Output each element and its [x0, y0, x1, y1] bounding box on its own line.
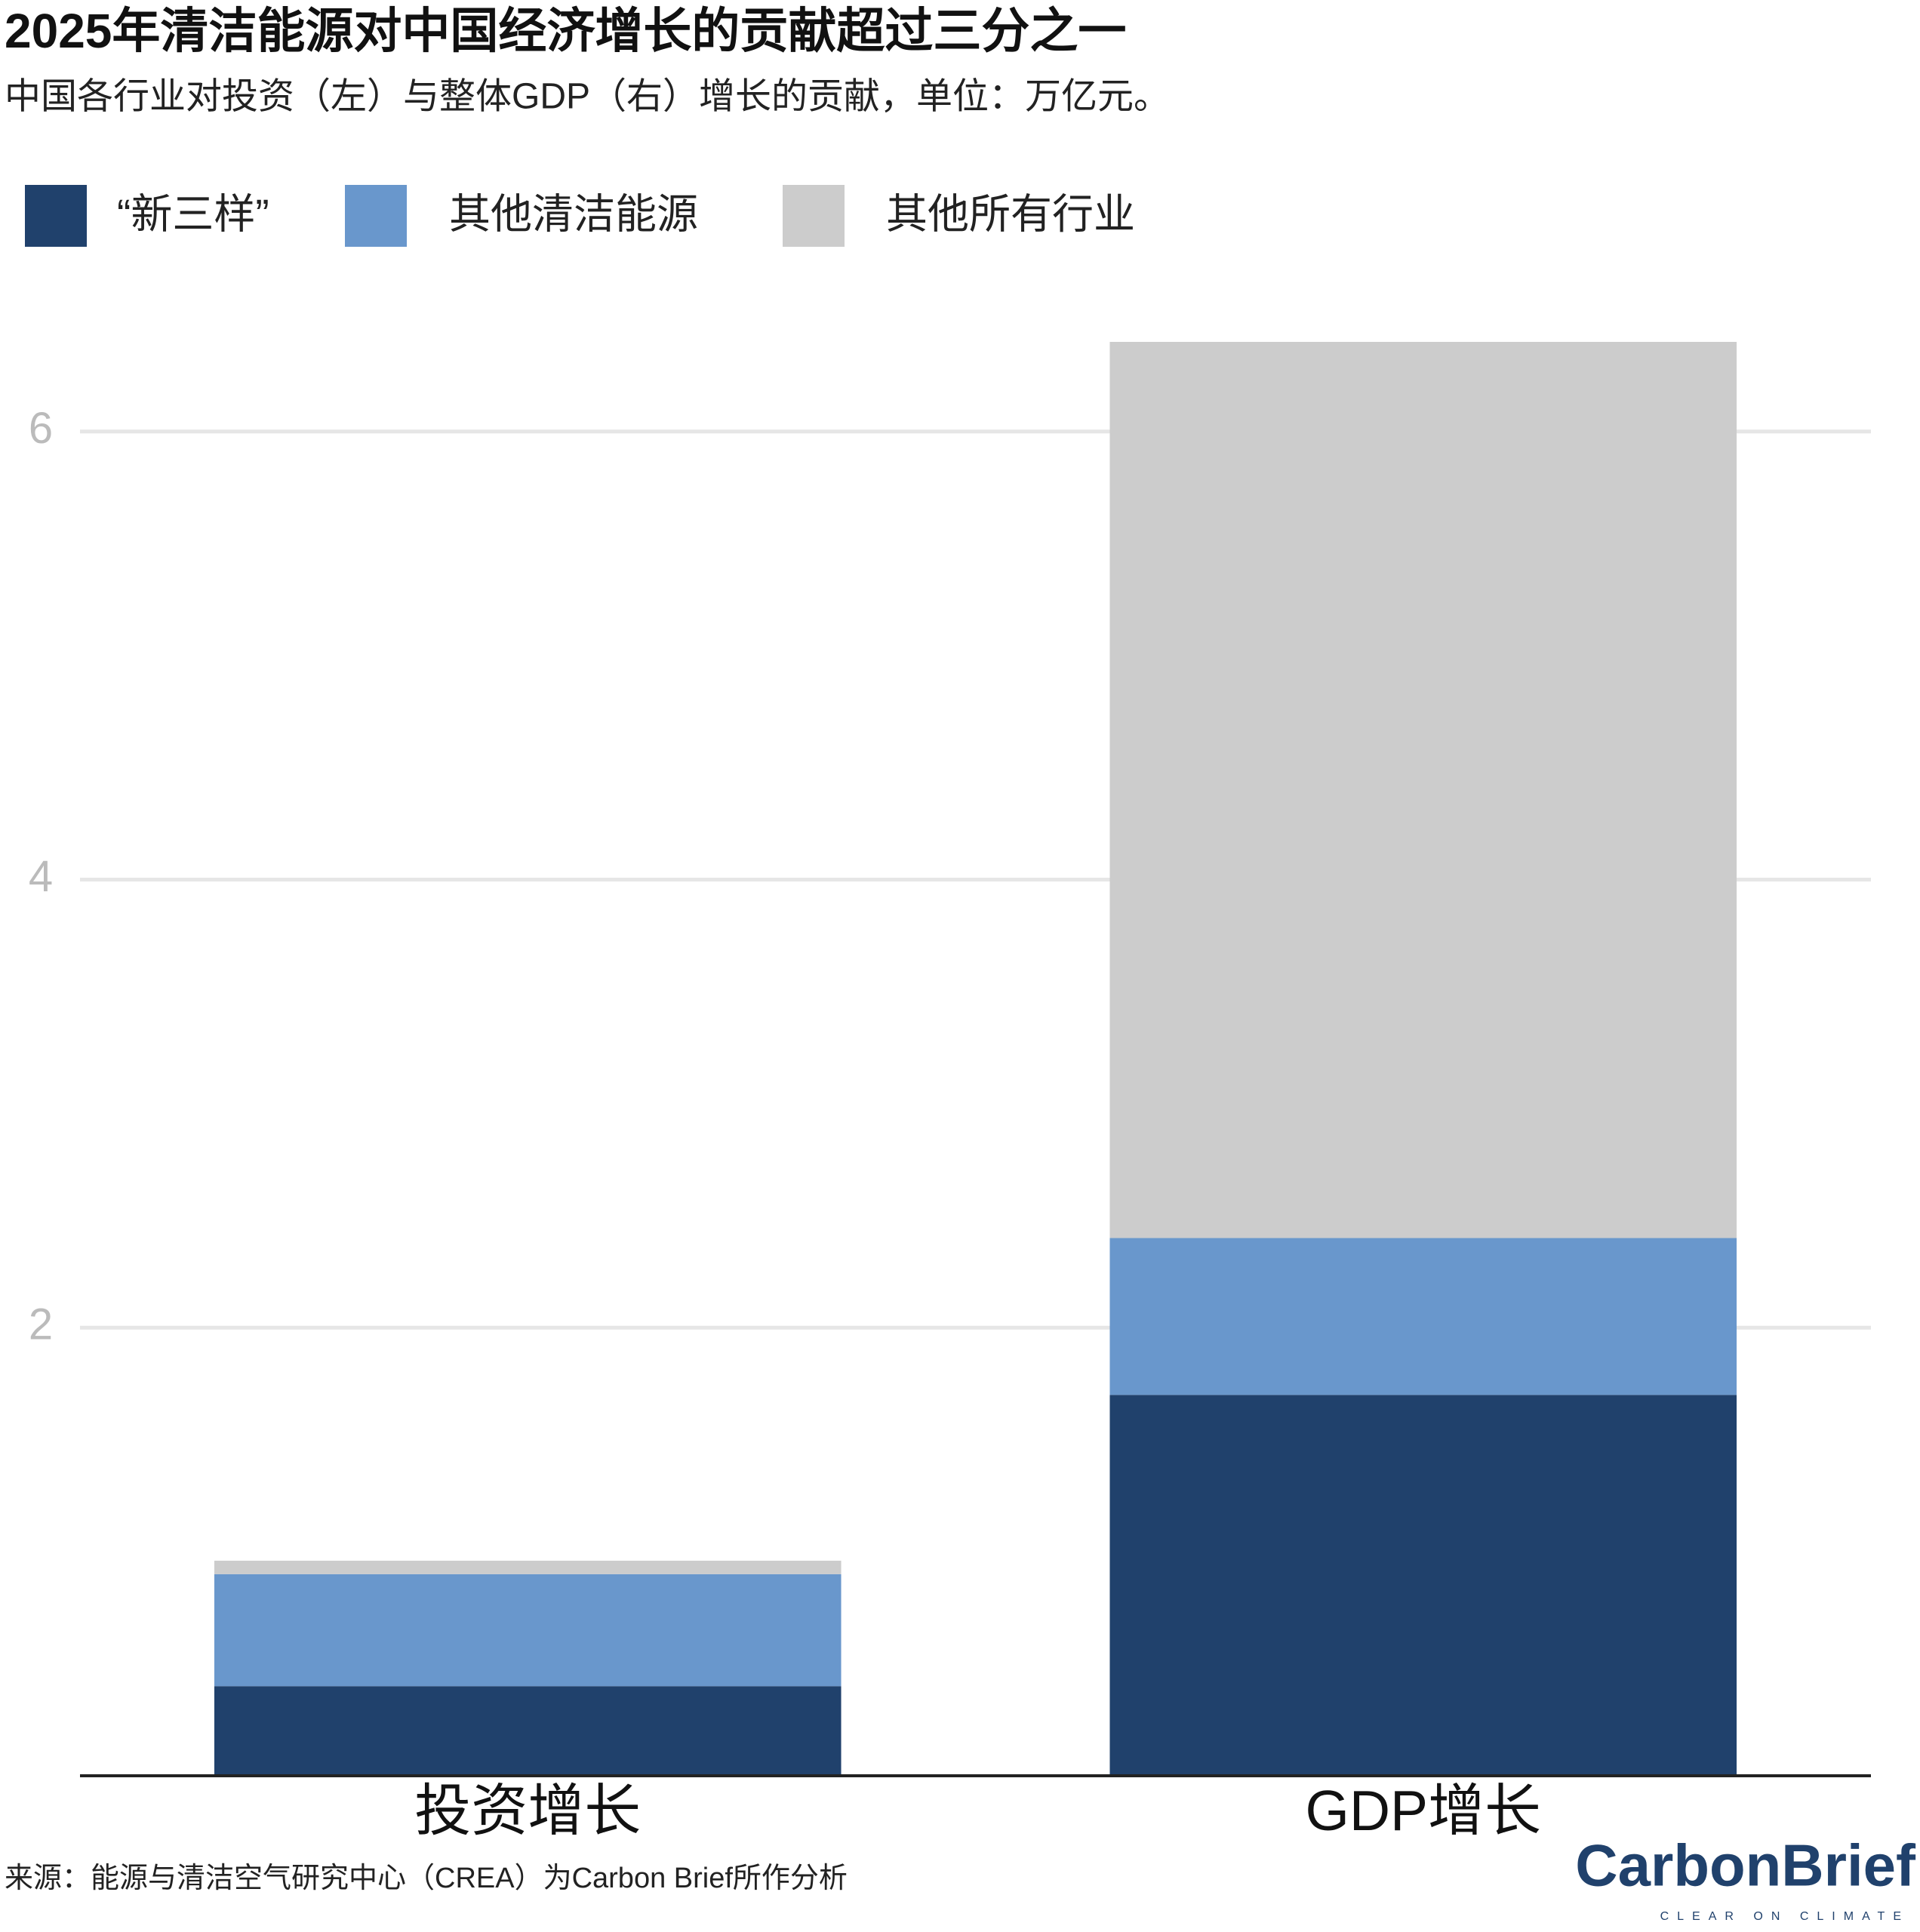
- x-tick-label: GDP增长: [1305, 1779, 1541, 1842]
- legend-swatch: [345, 185, 407, 247]
- chart-subtitle: 中国各行业对投资（左）与整体GDP（右）增长的贡献，单位：万亿元。: [5, 77, 1170, 117]
- chart-title: 2025年清洁能源对中国经济增长的贡献超过三分之一: [5, 4, 1126, 58]
- bar-segment: [214, 1574, 842, 1687]
- y-tick-label: 4: [29, 852, 53, 901]
- y-tick-label: 6: [29, 404, 53, 453]
- bar-segment: [214, 1686, 842, 1776]
- source: 来源：能源与清洁空气研究中心（CREA）为Carbon Brief所作分析: [5, 1863, 848, 1894]
- y-tick-label: 2: [29, 1300, 53, 1349]
- legend-label: 其他清洁能源: [449, 191, 698, 238]
- bar-segment: [214, 1561, 842, 1574]
- x-tick-label: 投资增长: [414, 1779, 641, 1842]
- bar-segment: [1109, 342, 1737, 1238]
- legend-label: “新三样”: [117, 191, 269, 238]
- bar-segment: [1109, 1395, 1737, 1776]
- legend-swatch: [783, 185, 845, 247]
- logo-tagline: CLEAR ON CLIMATE: [1660, 1910, 1909, 1923]
- legend-swatch: [25, 185, 87, 247]
- logo-name: CarbonBrief: [1575, 1832, 1916, 1899]
- legend-label: 其他所有行业: [886, 191, 1135, 238]
- bar-segment: [1109, 1238, 1737, 1395]
